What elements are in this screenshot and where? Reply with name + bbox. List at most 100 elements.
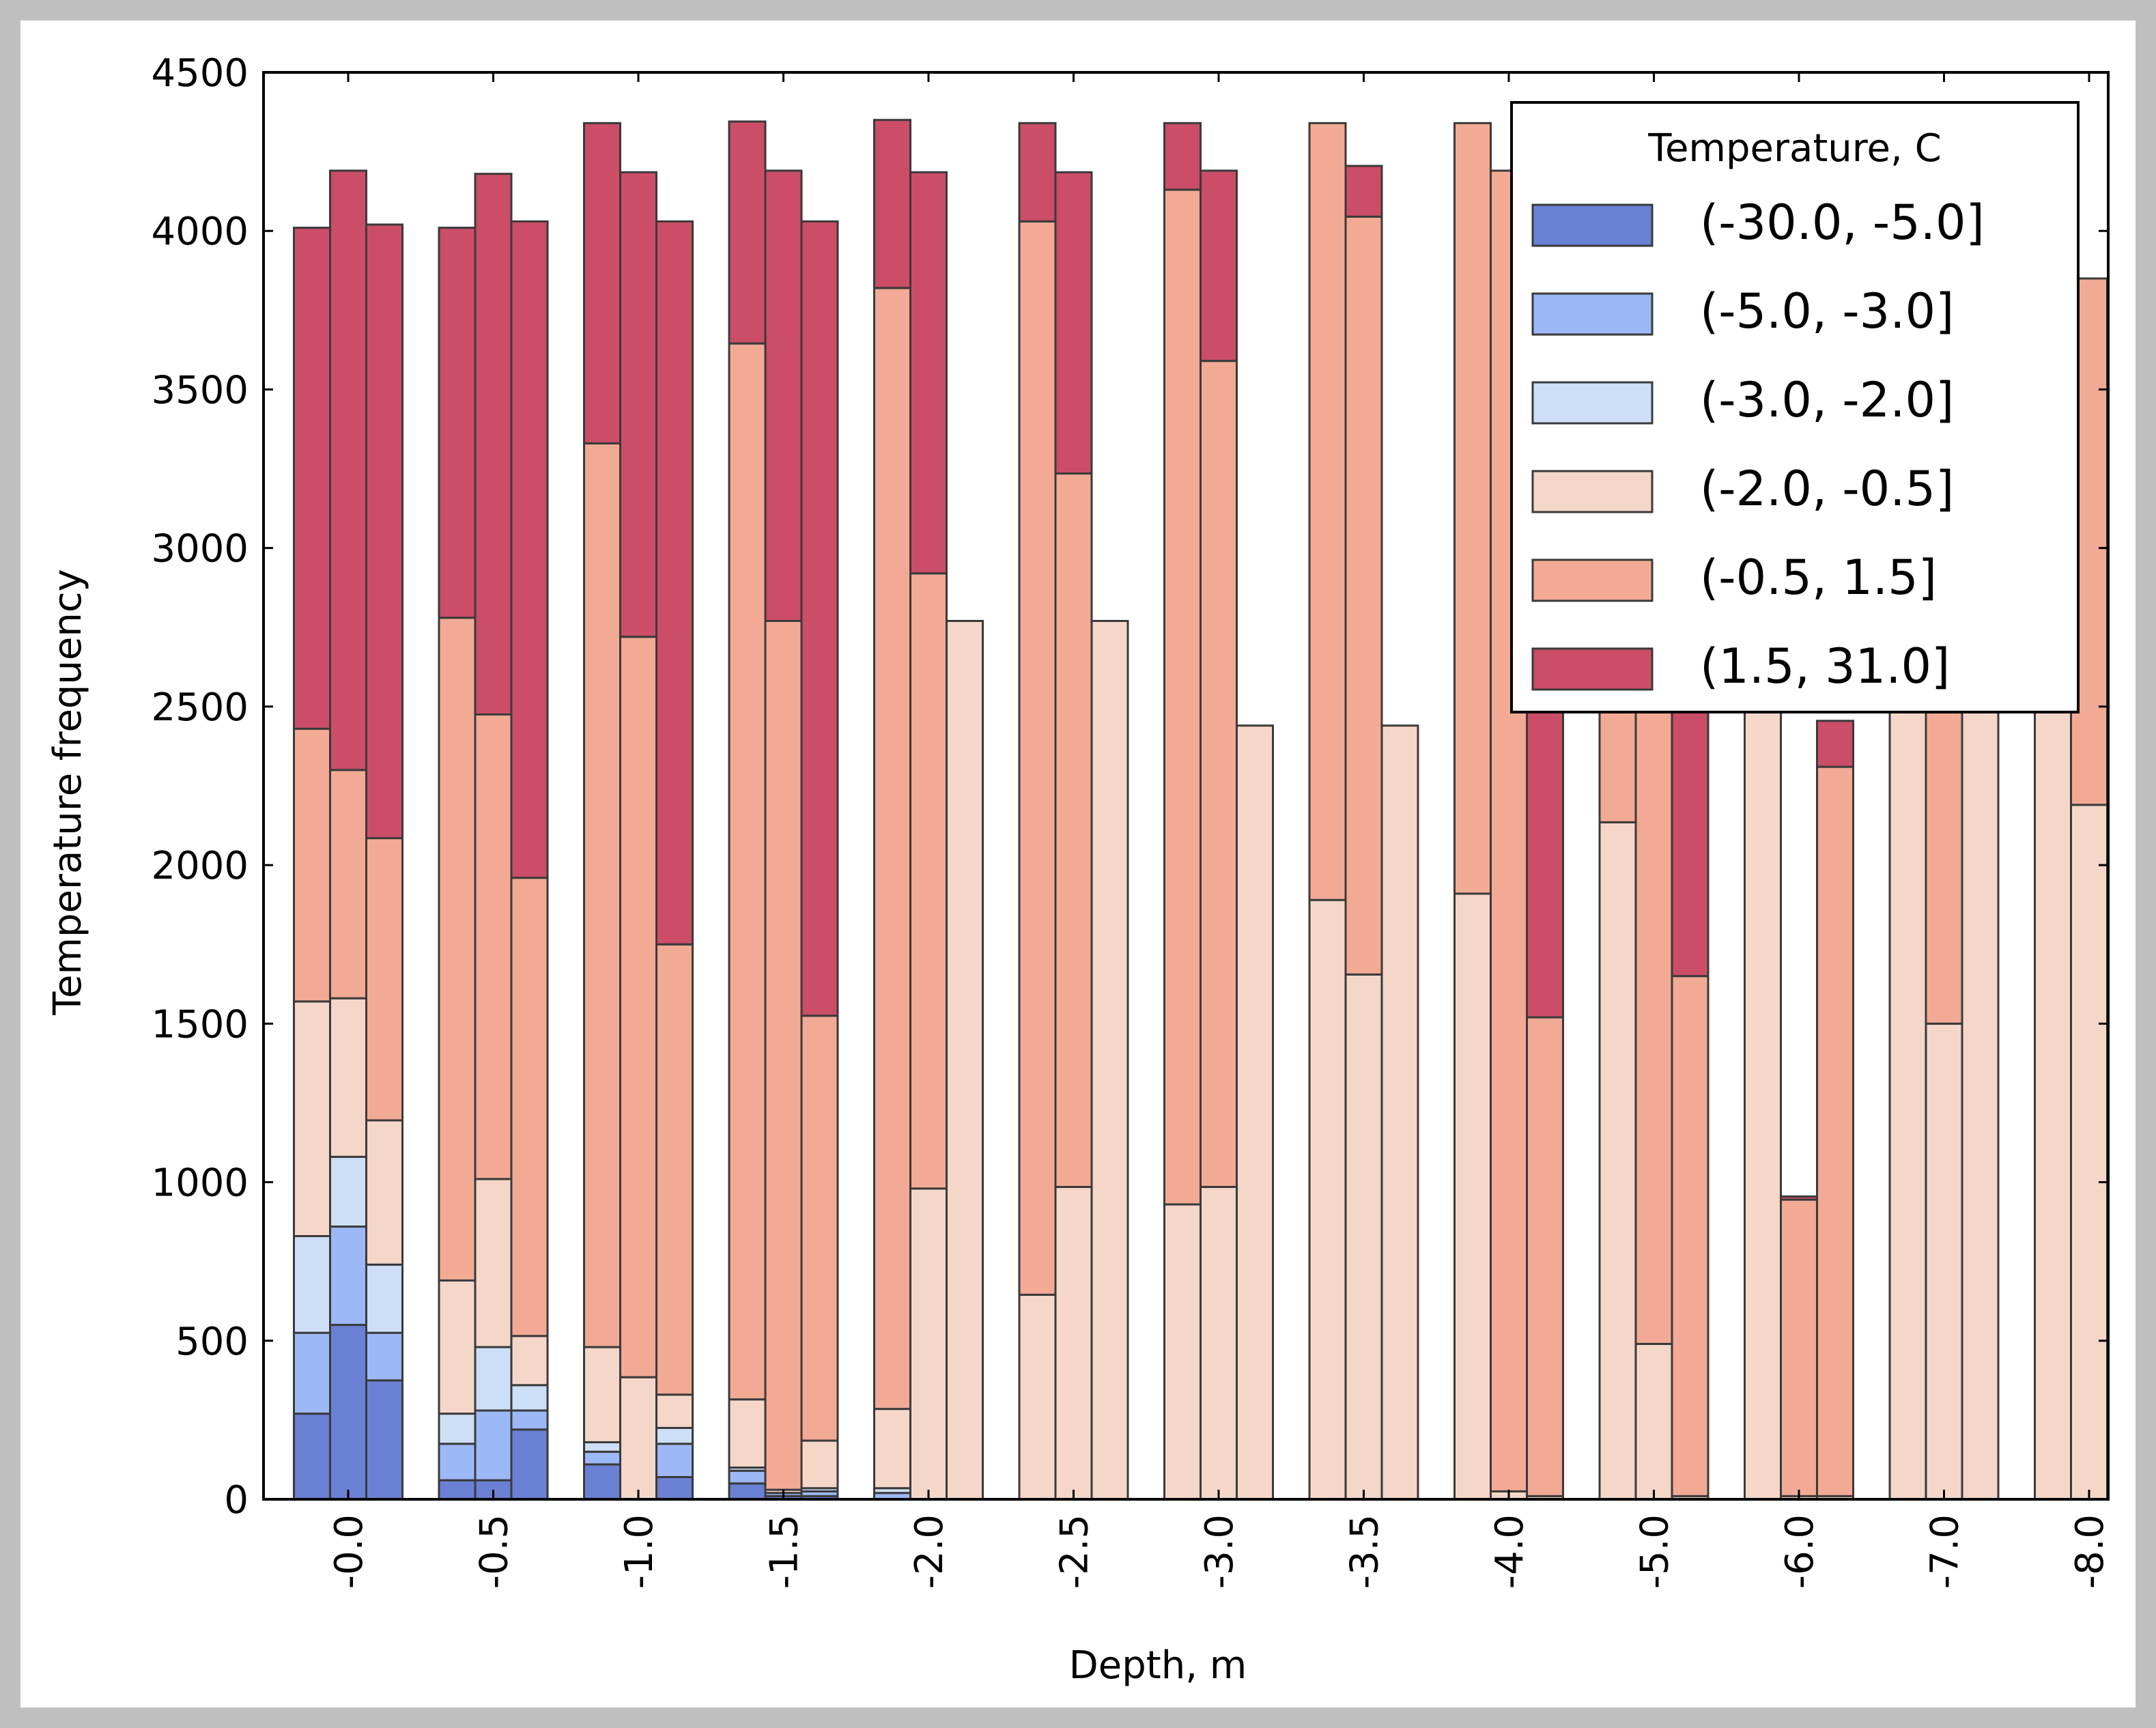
bar-segment xyxy=(619,171,657,638)
x-axis-label: Depth, m xyxy=(1069,1643,1247,1688)
bar-segment xyxy=(329,1226,367,1327)
bar-segment xyxy=(655,1443,694,1478)
x-tick-label: -3.5 xyxy=(1343,1514,1387,1589)
bar-segment xyxy=(583,1346,621,1443)
bar-segment xyxy=(764,169,803,622)
bar-segment xyxy=(1018,122,1057,223)
legend-swatch xyxy=(1531,647,1654,691)
bar-segment xyxy=(1453,122,1492,895)
legend-entry-label: (-30.0, -5.0] xyxy=(1700,195,1985,251)
legend-swatch xyxy=(1531,558,1654,602)
bar-segment xyxy=(510,877,549,1337)
x-axis: -0.0 -0.5 -1.0 -1.5 -2.0 -2.5 -3.0 -3.5 -4.0 -5.0… xyxy=(327,72,2112,1589)
x-tick-label: -7.0 xyxy=(1923,1514,1968,1589)
legend-entry-label: (1.5, 31.0] xyxy=(1700,638,1950,694)
y-axis: 0 500 1000 1500 2000 2500 3000 3500 4000 4500 xyxy=(151,51,2108,1522)
bar-segment xyxy=(329,769,367,1000)
bar-segment xyxy=(619,1376,657,1501)
bar-segment xyxy=(1090,619,1129,1501)
bar-segment xyxy=(728,120,767,345)
legend-entry-label: (-3.0, -2.0] xyxy=(1700,372,1954,428)
bar-segment xyxy=(909,572,948,1190)
bar-segment xyxy=(1598,821,1637,1501)
bar-segment xyxy=(1018,220,1057,1296)
bar-segment xyxy=(583,1450,621,1466)
x-tick-label: -1.5 xyxy=(763,1514,807,1589)
x-tick-label: -1.0 xyxy=(617,1514,662,1589)
legend-entry-label: (-5.0, -3.0] xyxy=(1700,283,1954,339)
bar-segment xyxy=(728,342,767,1401)
bar-segment xyxy=(329,997,367,1158)
y-tick-label: 2500 xyxy=(151,685,249,730)
bar-segment xyxy=(1200,169,1238,363)
y-tick-label: 0 xyxy=(224,1478,249,1522)
bar-segment xyxy=(474,713,513,1180)
bar-segment xyxy=(909,171,948,575)
bar-segment xyxy=(1236,724,1274,1501)
bar-segment xyxy=(800,220,839,1017)
bar-segment xyxy=(438,227,477,619)
bar-segment xyxy=(293,1000,331,1238)
bar-segment xyxy=(365,1263,403,1334)
x-tick-label: -4.0 xyxy=(1488,1514,1532,1589)
bar-segment xyxy=(293,227,331,730)
bar-segment xyxy=(1200,1186,1238,1501)
bar-segment xyxy=(510,1384,549,1412)
bar-segment xyxy=(474,1409,513,1482)
bar-segment xyxy=(1054,472,1093,1189)
bar-segment xyxy=(1344,973,1383,1501)
bar-segment xyxy=(474,1178,513,1348)
bar-segment xyxy=(1925,1022,1963,1501)
legend-entry-label: (-2.0, -0.5] xyxy=(1700,461,1954,517)
bar-segment xyxy=(1453,892,1492,1501)
bar-segment xyxy=(583,1463,621,1501)
bar-segment xyxy=(438,1279,477,1415)
legend-entries: (-30.0, -5.0] (-5.0, -3.0] (-3.0, -2.0] (-2… xyxy=(1531,195,1985,694)
bar-segment xyxy=(800,1439,839,1490)
bar-segment xyxy=(438,1413,477,1445)
bar-segment xyxy=(873,287,911,1411)
bar-segment xyxy=(800,1015,839,1442)
legend: Temperature, C (-30.0, -5.0] (-5.0, -3.0]… xyxy=(1510,101,2080,713)
bar-segment xyxy=(1308,898,1347,1501)
bar-segment xyxy=(1634,1342,1673,1501)
y-tick-label: 4500 xyxy=(151,51,249,96)
legend-title: Temperature, C xyxy=(1647,126,1941,171)
bar-segment xyxy=(293,1413,331,1501)
bar-segment xyxy=(1780,1195,1818,1201)
legend-swatch xyxy=(1531,203,1654,247)
x-tick-label: -6.0 xyxy=(1778,1514,1822,1589)
bar-segment xyxy=(365,223,403,840)
bar-segment xyxy=(655,220,694,946)
legend-entry-label: (-0.5, 1.5] xyxy=(1700,550,1937,606)
bar-segment xyxy=(1308,122,1347,901)
bar-segment xyxy=(873,1408,911,1490)
bar-segment xyxy=(1344,215,1383,976)
bar-segment xyxy=(728,1398,767,1469)
x-tick-label: -0.5 xyxy=(472,1514,517,1589)
x-tick-label: -0.0 xyxy=(327,1514,371,1589)
bar-segment xyxy=(583,442,621,1348)
bar-segment xyxy=(1163,1203,1202,1501)
legend-swatch xyxy=(1531,292,1654,336)
bar-segment xyxy=(510,1335,549,1387)
bar-segment xyxy=(583,1441,621,1453)
y-tick-label: 2000 xyxy=(151,844,249,888)
bar-segment xyxy=(329,1155,367,1228)
bar-segment xyxy=(619,636,657,1378)
bar-segment xyxy=(365,1331,403,1382)
bar-segment xyxy=(1163,188,1202,1206)
bar-segment xyxy=(1054,171,1093,475)
bar-segment xyxy=(2070,804,2108,1501)
y-tick-label: 3500 xyxy=(151,368,249,412)
bar-segment xyxy=(764,619,803,1491)
bar-segment xyxy=(728,1482,767,1501)
bar-segment xyxy=(655,943,694,1396)
bar-segment xyxy=(365,1119,403,1266)
bar-segment xyxy=(510,1428,549,1501)
bar-segment xyxy=(1816,765,1854,1497)
bar-segment xyxy=(329,1324,367,1501)
bar-segment xyxy=(438,617,477,1282)
x-tick-label: -5.0 xyxy=(1633,1514,1677,1589)
